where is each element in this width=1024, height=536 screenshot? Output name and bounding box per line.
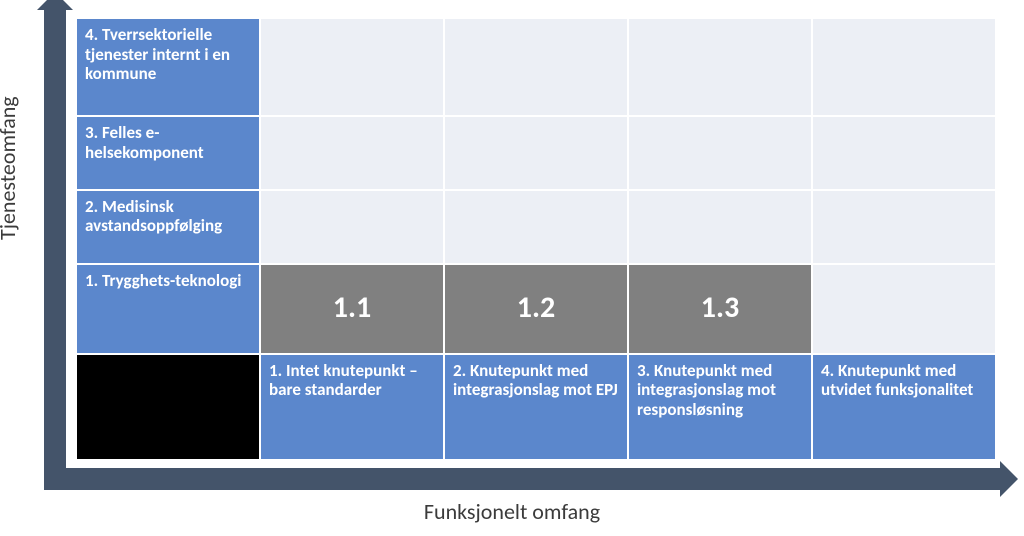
matrix-cell — [812, 18, 996, 116]
y-axis-arrow — [44, 6, 66, 490]
origin-cell — [76, 354, 260, 460]
highlight-cell-1-3: 1.3 — [628, 264, 812, 354]
matrix-grid: 4. Tverrsektorielle tjenester internt i … — [76, 18, 996, 460]
row-header-3: 3. Felles e-helsekomponent — [76, 116, 260, 190]
x-axis-label: Funksjonelt omfang — [0, 498, 1024, 525]
matrix-cell — [628, 190, 812, 264]
matrix-cell — [812, 264, 996, 354]
matrix-cell — [444, 116, 628, 190]
row-header-2: 2. Medisinsk avstandsoppfølging — [76, 190, 260, 264]
highlight-cell-1-2: 1.2 — [444, 264, 628, 354]
col-header-4: 4. Knutepunkt med utvidet funksjonalitet — [812, 354, 996, 460]
x-axis-arrow — [44, 468, 1004, 490]
row-header-1: 1. Trygghets-teknologi — [76, 264, 260, 354]
matrix-cell — [628, 116, 812, 190]
matrix-cell — [444, 18, 628, 116]
matrix-cell — [628, 18, 812, 116]
y-axis-label: Tjenesteomfang — [0, 96, 21, 240]
matrix-cell — [812, 116, 996, 190]
row-header-4: 4. Tverrsektorielle tjenester internt i … — [76, 18, 260, 116]
highlight-cell-1-1: 1.1 — [260, 264, 444, 354]
matrix-cell — [260, 18, 444, 116]
col-header-2: 2. Knutepunkt med integrasjonslag mot EP… — [444, 354, 628, 460]
matrix-cell — [812, 190, 996, 264]
col-header-3: 3. Knutepunkt med integrasjonslag mot re… — [628, 354, 812, 460]
matrix-cell — [444, 190, 628, 264]
matrix-cell — [260, 190, 444, 264]
matrix-cell — [260, 116, 444, 190]
col-header-1: 1. Intet knutepunkt – bare standarder — [260, 354, 444, 460]
